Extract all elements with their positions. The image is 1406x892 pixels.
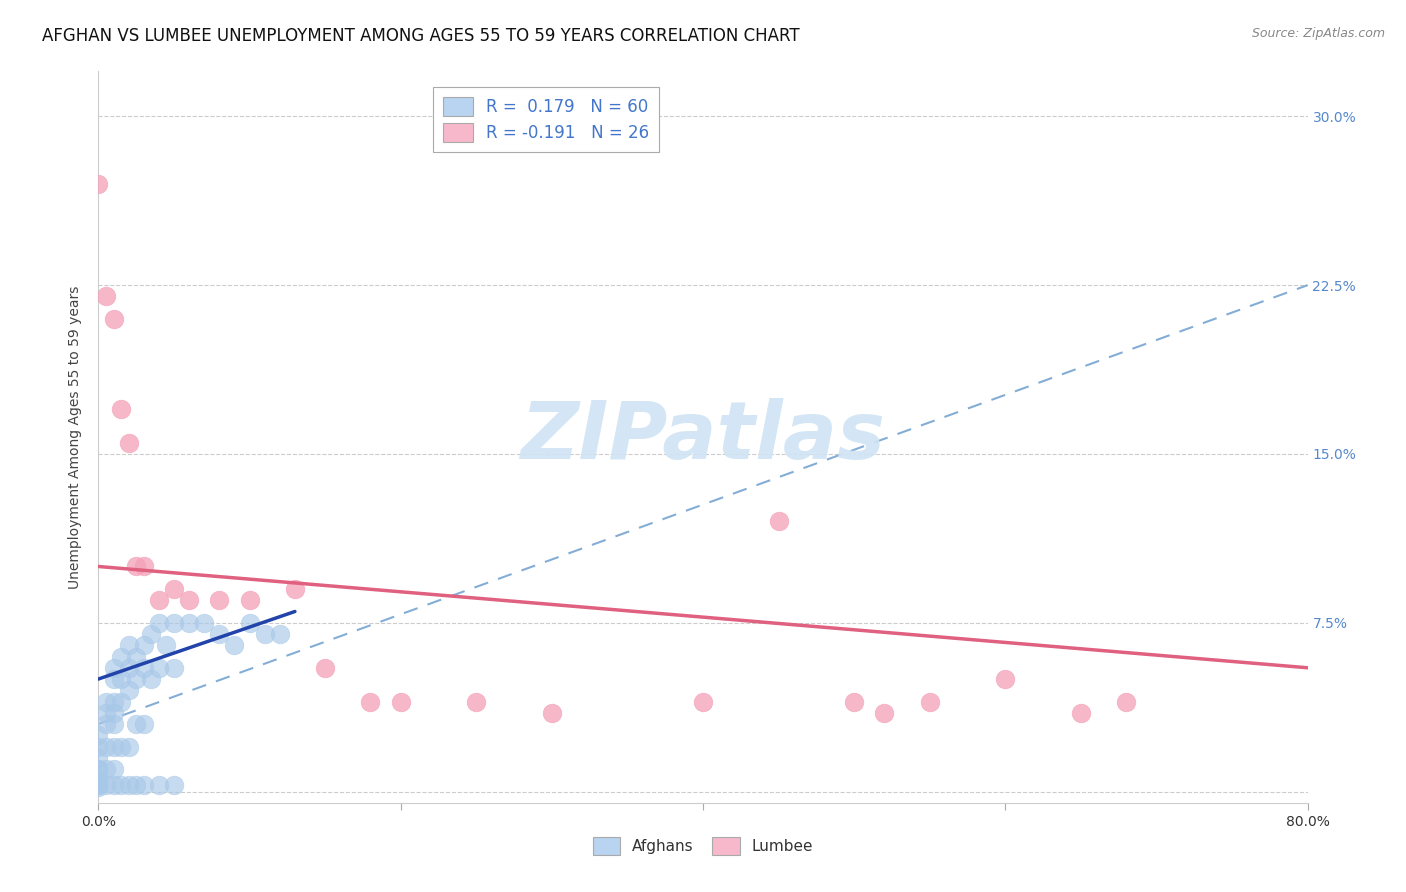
Point — [360, 694, 382, 708]
Point — [148, 661, 170, 675]
Point — [1070, 706, 1092, 720]
Point — [148, 615, 170, 630]
Point — [87, 762, 110, 776]
Point — [540, 706, 562, 720]
Point — [208, 593, 231, 607]
Point — [110, 739, 132, 754]
Point — [87, 773, 110, 788]
Text: AFGHAN VS LUMBEE UNEMPLOYMENT AMONG AGES 55 TO 59 YEARS CORRELATION CHART: AFGHAN VS LUMBEE UNEMPLOYMENT AMONG AGES… — [42, 27, 800, 45]
Point — [994, 672, 1017, 686]
Point — [118, 739, 141, 754]
Point — [103, 717, 125, 731]
Point — [148, 778, 170, 792]
Point — [87, 739, 110, 754]
Point — [103, 661, 125, 675]
Point — [208, 627, 231, 641]
Point — [314, 661, 336, 675]
Point — [103, 672, 125, 686]
Point — [239, 593, 262, 607]
Point — [873, 706, 896, 720]
Point — [94, 289, 117, 303]
Point — [103, 312, 125, 326]
Point — [179, 615, 201, 630]
Point — [87, 780, 110, 794]
Point — [239, 615, 262, 630]
Point — [125, 778, 148, 792]
Y-axis label: Unemployment Among Ages 55 to 59 years: Unemployment Among Ages 55 to 59 years — [69, 285, 83, 589]
Point — [141, 672, 163, 686]
Point — [110, 694, 132, 708]
Text: Source: ZipAtlas.com: Source: ZipAtlas.com — [1251, 27, 1385, 40]
Point — [118, 661, 141, 675]
Point — [103, 694, 125, 708]
Point — [118, 638, 141, 652]
Point — [94, 778, 117, 792]
Point — [148, 593, 170, 607]
Point — [87, 778, 110, 792]
Point — [155, 638, 177, 652]
Point — [132, 717, 155, 731]
Point — [87, 778, 110, 792]
Point — [94, 717, 117, 731]
Point — [118, 683, 141, 698]
Point — [193, 615, 215, 630]
Point — [125, 649, 148, 664]
Point — [87, 773, 110, 788]
Text: ZIPatlas: ZIPatlas — [520, 398, 886, 476]
Point — [118, 778, 141, 792]
Point — [163, 778, 186, 792]
Point — [87, 177, 110, 191]
Point — [132, 638, 155, 652]
Point — [110, 672, 132, 686]
Point — [94, 762, 117, 776]
Point — [768, 515, 790, 529]
Point — [179, 593, 201, 607]
Point — [692, 694, 714, 708]
Point — [163, 582, 186, 596]
Point — [224, 638, 246, 652]
Point — [125, 672, 148, 686]
Point — [132, 661, 155, 675]
Point — [87, 773, 110, 788]
Point — [132, 559, 155, 574]
Point — [87, 773, 110, 788]
Point — [103, 778, 125, 792]
Point — [125, 717, 148, 731]
Point — [87, 762, 110, 776]
Legend: Afghans, Lumbee: Afghans, Lumbee — [586, 831, 820, 861]
Point — [284, 582, 307, 596]
Point — [94, 739, 117, 754]
Point — [269, 627, 291, 641]
Point — [103, 739, 125, 754]
Point — [87, 751, 110, 765]
Point — [132, 778, 155, 792]
Point — [94, 694, 117, 708]
Point — [103, 706, 125, 720]
Point — [844, 694, 866, 708]
Point — [103, 762, 125, 776]
Point — [118, 435, 141, 450]
Point — [87, 728, 110, 742]
Point — [163, 615, 186, 630]
Point — [110, 401, 132, 416]
Point — [141, 627, 163, 641]
Point — [1115, 694, 1137, 708]
Point — [110, 649, 132, 664]
Point — [110, 778, 132, 792]
Point — [125, 559, 148, 574]
Point — [253, 627, 276, 641]
Point — [94, 706, 117, 720]
Point — [465, 694, 488, 708]
Point — [389, 694, 412, 708]
Point — [163, 661, 186, 675]
Point — [918, 694, 941, 708]
